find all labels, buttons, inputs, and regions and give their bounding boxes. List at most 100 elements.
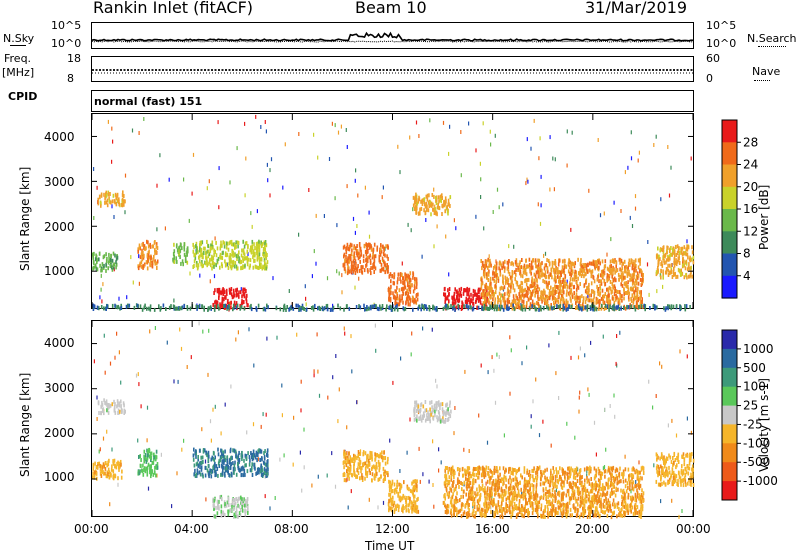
velocity-echo — [150, 466, 152, 471]
velocity-echo-sparse — [326, 473, 328, 478]
power-echo — [143, 244, 146, 249]
power-echo — [352, 269, 355, 274]
power-echo — [513, 307, 516, 312]
velocity-echo — [373, 465, 376, 470]
power-echo — [346, 261, 349, 266]
velocity-echo — [385, 470, 388, 475]
power-echo — [562, 307, 564, 312]
power-echo — [111, 267, 114, 272]
velocity-echo — [266, 448, 269, 453]
velocity-echo — [349, 467, 352, 472]
velocity-echo — [233, 470, 235, 475]
power-echo — [670, 306, 672, 311]
velocity-echo — [348, 476, 350, 481]
power-echo — [255, 242, 258, 247]
power-echo — [454, 308, 456, 312]
power-echo — [679, 272, 682, 277]
power-echo — [625, 281, 627, 285]
velocity-echo — [413, 499, 415, 504]
power-echo — [525, 282, 528, 287]
power-echo — [553, 261, 555, 266]
power-echo — [628, 297, 630, 302]
power-echo — [642, 273, 644, 277]
power-echo — [584, 264, 586, 269]
cpid-value: normal (fast) 151 — [94, 95, 203, 108]
velocity-echo — [143, 459, 145, 464]
power-echo — [590, 270, 592, 275]
power-echo — [206, 263, 208, 268]
power-echo — [224, 305, 226, 310]
velocity-echo — [500, 508, 502, 513]
power-echo — [387, 256, 389, 261]
power-echo — [223, 288, 225, 293]
power-echo — [604, 292, 607, 296]
power-echo — [403, 279, 406, 284]
power-echo — [148, 249, 150, 254]
power-echo-sparse — [298, 132, 300, 136]
velocity-echo — [260, 463, 262, 468]
power-echo — [423, 304, 426, 308]
power-echo — [412, 203, 415, 208]
power-echo-sparse — [610, 237, 612, 242]
velocity-echo — [395, 506, 397, 511]
power-echo — [531, 291, 533, 296]
velocity-echo-sparse — [190, 355, 192, 360]
velocity-echo — [211, 455, 214, 460]
velocity-echo — [414, 502, 416, 507]
power-echo — [397, 277, 399, 282]
power-echo — [370, 271, 372, 276]
power-echo — [416, 206, 418, 211]
power-echo — [286, 305, 288, 309]
velocity-echo — [248, 462, 251, 467]
power-echo — [483, 274, 486, 279]
power-echo — [439, 195, 442, 200]
power-echo — [99, 263, 101, 268]
velocity-echo-sparse — [428, 479, 430, 484]
power-echo — [229, 264, 232, 269]
power-echo — [534, 258, 537, 263]
velocity-echo — [141, 469, 144, 474]
velocity-echo — [230, 462, 233, 467]
power-echo — [417, 211, 420, 216]
power-echo — [632, 286, 634, 291]
power-echo — [179, 255, 181, 259]
velocity-echo-sparse — [486, 440, 489, 445]
power-echo — [560, 273, 562, 277]
power-echo — [603, 294, 606, 299]
velocity-echo — [607, 498, 610, 503]
power-echo — [265, 262, 267, 267]
power-echo — [582, 302, 584, 307]
velocity-echo — [192, 453, 195, 458]
power-echo — [596, 284, 598, 289]
power-echo — [487, 265, 489, 270]
power-echo — [537, 290, 539, 295]
power-echo — [402, 306, 405, 311]
velocity-echo — [388, 492, 390, 497]
power-echo — [534, 274, 537, 279]
power-echo — [214, 249, 216, 254]
power-echo — [355, 248, 358, 253]
power-echo — [655, 270, 658, 275]
power-echo — [178, 246, 180, 251]
velocity-echo — [106, 408, 108, 413]
power-echo — [254, 258, 256, 263]
power-echo — [565, 292, 568, 297]
power-echo — [226, 241, 229, 246]
power-echo — [405, 297, 408, 302]
power-echo — [512, 270, 514, 275]
power-echo — [456, 295, 459, 299]
power-echo — [524, 279, 526, 284]
velocity-echo — [112, 476, 115, 481]
power-echo — [137, 247, 139, 252]
velocity-echo-sparse — [472, 504, 474, 509]
velocity-echo-sparse — [530, 424, 532, 429]
power-echo — [603, 264, 606, 269]
power-echo — [565, 303, 567, 308]
power-echo — [213, 291, 215, 295]
power-echo-sparse — [269, 168, 271, 173]
power-echo-sparse — [323, 214, 325, 218]
velocity-echo — [378, 454, 380, 459]
power-echo-sparse — [571, 130, 573, 135]
velocity-echo — [101, 402, 104, 407]
velocity-echo — [228, 473, 230, 478]
